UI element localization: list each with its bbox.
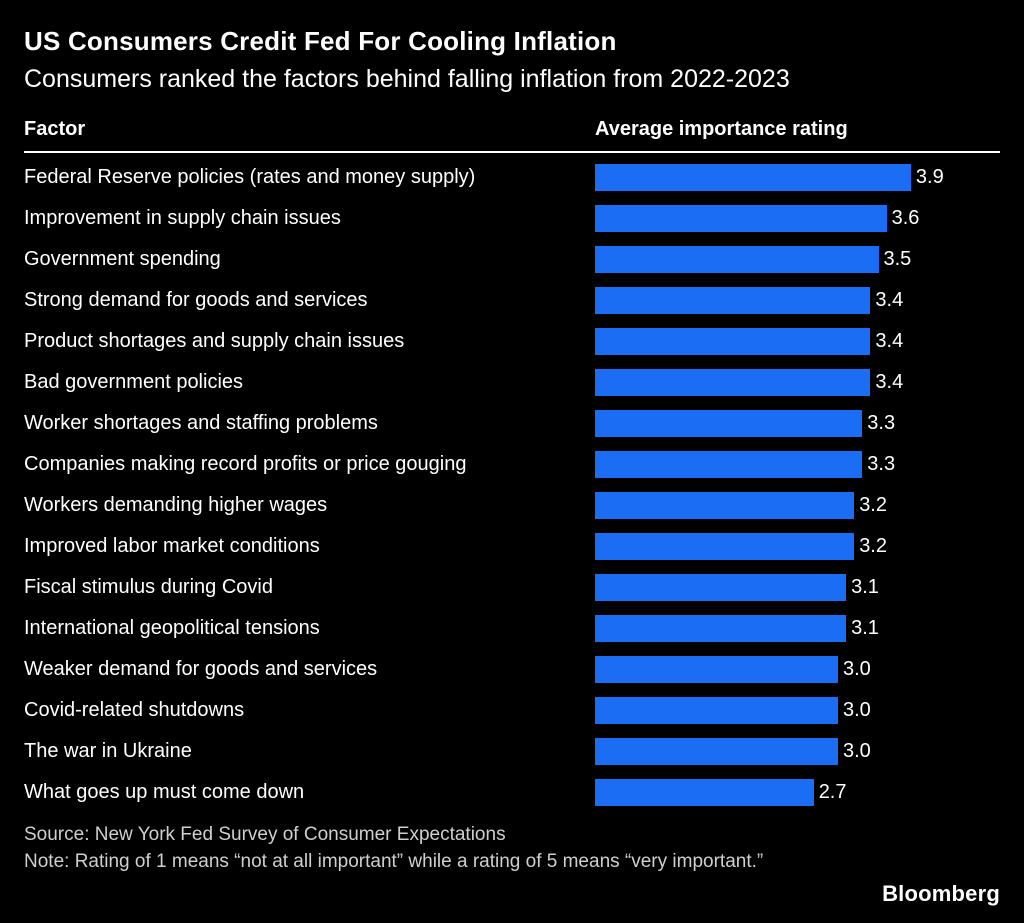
bar-area: 3.6 [595,205,1000,232]
row-label: What goes up must come down [24,781,305,803]
row-label: Federal Reserve policies (rates and mone… [24,166,476,188]
bar-row: Improved labor market conditions 3.2 [24,526,1000,567]
row-label: Improvement in supply chain issues [24,207,341,229]
bar-row: Companies making record profits or price… [24,444,1000,485]
bar-value: 3.4 [875,289,904,311]
bar [595,738,838,765]
bar-row: Weaker demand for goods and services 3.0 [24,649,1000,690]
bar-area: 3.4 [595,328,1000,355]
bar-area: 3.4 [595,369,1000,396]
bar-row: What goes up must come down 2.7 [24,772,1000,813]
factor-column-header: Factor [24,118,86,140]
row-label: Workers demanding higher wages [24,494,328,516]
row-label: International geopolitical tensions [24,617,320,639]
bar-area: 3.3 [595,451,1000,478]
bar-row: Workers demanding higher wages 3.2 [24,485,1000,526]
bar-row: Covid-related shutdowns 3.0 [24,690,1000,731]
row-label: Weaker demand for goods and services [24,658,378,680]
bar-value: 3.2 [859,535,887,557]
bar [595,205,887,232]
footer: Source: New York Fed Survey of Consumer … [24,822,1000,874]
bar-value: 2.7 [818,781,847,803]
bar-rows: Federal Reserve policies (rates and mone… [24,157,1000,813]
bar [595,328,871,355]
bar-row: Fiscal stimulus during Covid 3.1 [24,567,1000,608]
bar-area: 3.0 [595,656,1000,683]
bar [595,164,911,191]
bar [595,246,879,273]
bar-area: 3.2 [595,492,1000,519]
bar-area: 3.2 [595,533,1000,560]
bar [595,697,838,724]
bar-area: 3.3 [595,410,1000,437]
bar-value: 3.5 [883,248,912,270]
bar-row: Government spending 3.5 [24,239,1000,280]
chart-subtitle: Consumers ranked the factors behind fall… [24,65,790,93]
bar-value: 3.2 [859,494,887,516]
bar-row: The war in Ukraine 3.0 [24,731,1000,772]
bar [595,451,863,478]
row-label: Strong demand for goods and services [24,289,368,311]
bar [595,410,863,437]
bar-value: 3.6 [891,207,920,229]
bar-value: 3.0 [843,740,871,762]
row-label: Covid-related shutdowns [24,699,245,721]
bar-value: 3.4 [875,330,904,352]
bar-row: Product shortages and supply chain issue… [24,321,1000,362]
bar-value: 3.0 [843,699,871,721]
bar [595,574,847,601]
bar-row: Federal Reserve policies (rates and mone… [24,157,1000,198]
bar-row: International geopolitical tensions 3.1 [24,608,1000,649]
bar-area: 2.7 [595,779,1000,806]
bar-area: 3.4 [595,287,1000,314]
bar-row: Bad government policies 3.4 [24,362,1000,403]
bar-area: 3.1 [595,615,1000,642]
bar-row: Improvement in supply chain issues 3.6 [24,198,1000,239]
bar-value: 3.0 [843,658,871,680]
row-label: Government spending [24,248,221,270]
bar-value: 3.9 [915,166,944,188]
bar-area: 3.9 [595,164,1000,191]
row-label: Fiscal stimulus during Covid [24,576,273,598]
bloomberg-logo: Bloomberg [882,881,1000,906]
bar-area: 3.0 [595,697,1000,724]
row-label: Worker shortages and staffing problems [24,412,378,434]
bar [595,615,847,642]
bar-value: 3.4 [875,371,904,393]
bar-area: 3.1 [595,574,1000,601]
bar [595,779,814,806]
row-label: Product shortages and supply chain issue… [24,330,405,352]
bar-value: 3.1 [851,576,879,598]
bar-row: Strong demand for goods and services 3.4 [24,280,1000,321]
row-label: The war in Ukraine [24,740,192,762]
note-text: Note: Rating of 1 means “not at all impo… [24,851,764,873]
bar-value: 3.1 [851,617,879,639]
row-label: Bad government policies [24,371,244,393]
header-divider [24,151,1000,153]
bar-area: 3.5 [595,246,1000,273]
bar [595,287,871,314]
bar [595,492,855,519]
row-label: Companies making record profits or price… [24,453,467,475]
bar-area: 3.0 [595,738,1000,765]
chart-title: US Consumers Credit Fed For Cooling Infl… [24,26,617,56]
row-label: Improved labor market conditions [24,535,320,557]
bar-value: 3.3 [867,453,896,475]
bar [595,656,838,683]
bar-row: Worker shortages and staffing problems 3… [24,403,1000,444]
bar-value: 3.3 [867,412,896,434]
column-headers: Factor Average importance rating [24,118,1000,141]
bar [595,533,855,560]
bar [595,369,871,396]
source-text: Source: New York Fed Survey of Consumer … [24,824,506,845]
rating-column-header: Average importance rating [595,118,848,140]
